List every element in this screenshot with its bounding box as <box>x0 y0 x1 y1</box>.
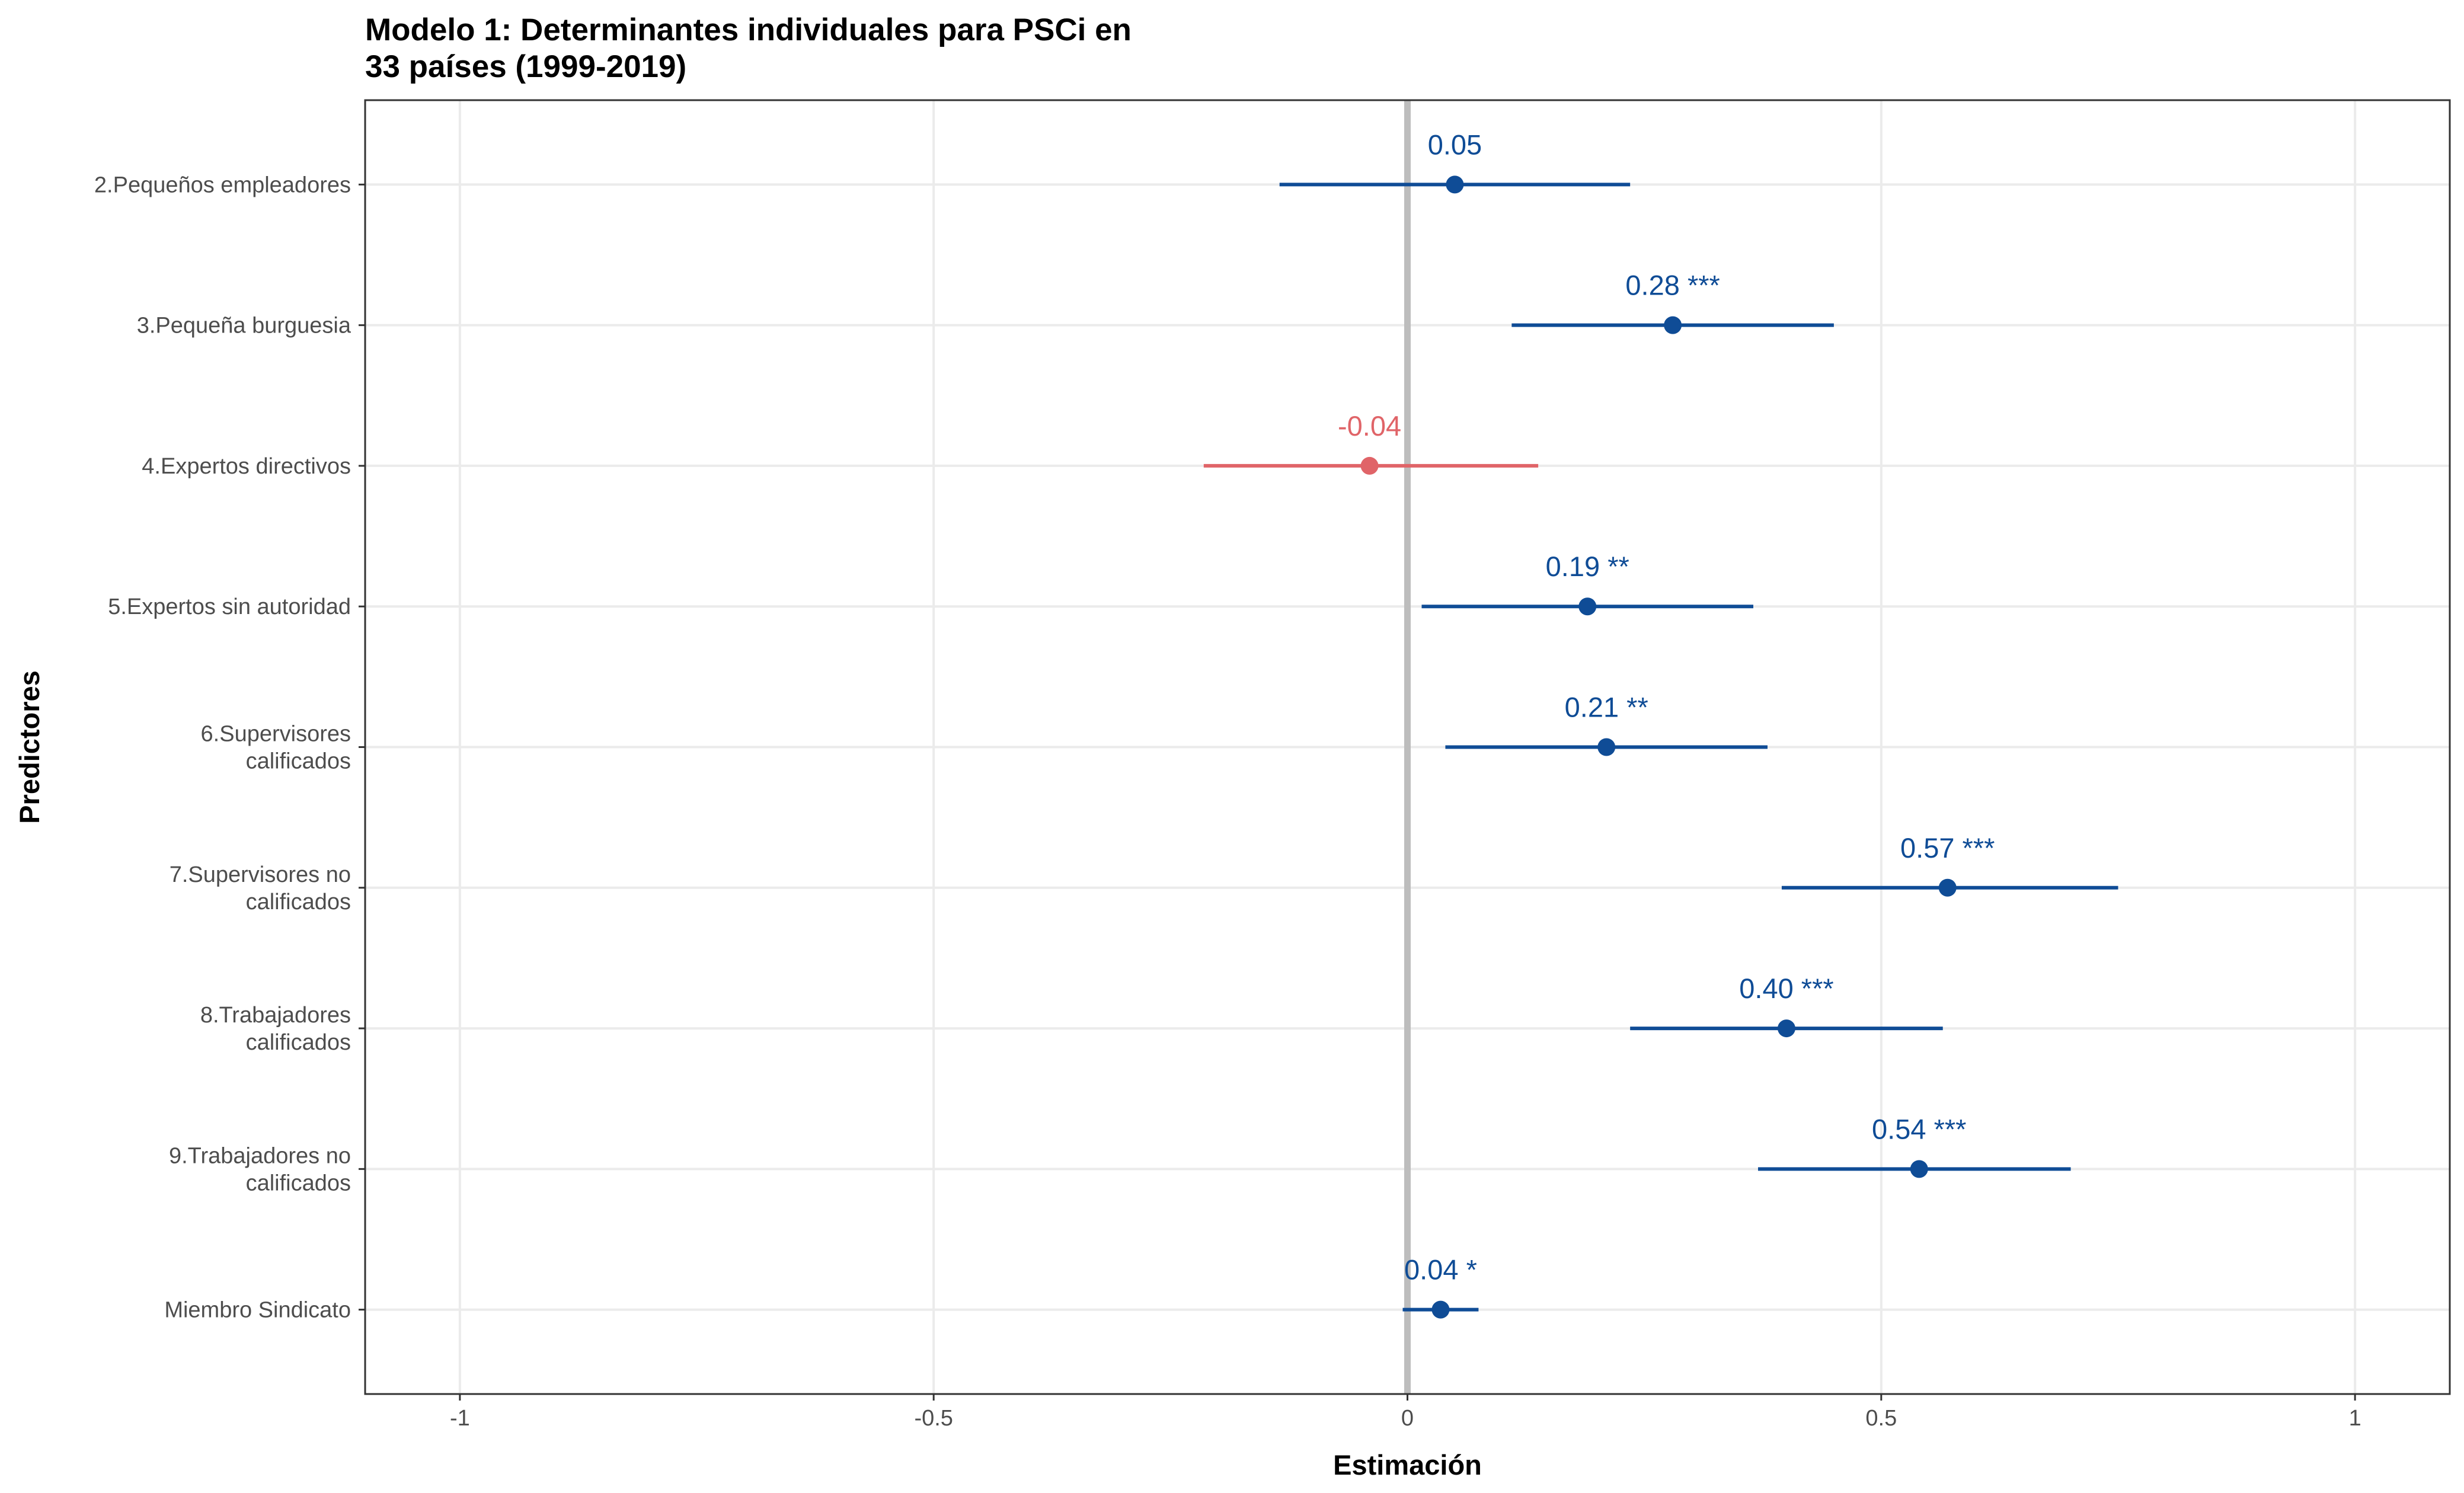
estimate-point <box>1360 456 1379 475</box>
y-tick-label: 3.Pequeña burguesia <box>137 314 351 338</box>
value-label: 0.57 *** <box>1900 832 1995 864</box>
y-tick-label: 9.Trabajadores no <box>169 1143 351 1168</box>
coefficient-marks: 0.05 0.28 *** -0.04 0.19 ** 0.21 ** 0.57 *** 0… <box>1203 129 2118 1319</box>
y-tick-label: 8.Trabajadores <box>200 1003 351 1028</box>
coefficient-row: 0.28 *** <box>1511 270 1834 334</box>
value-label: 0.19 ** <box>1546 551 1629 582</box>
coefficient-row: 0.57 *** <box>1781 832 2118 897</box>
x-axis: -1 -0.5 0 0.5 1 <box>450 1394 2361 1431</box>
value-label: -0.04 <box>1338 410 1401 442</box>
x-tick-label: -1 <box>450 1406 470 1431</box>
coefficient-row: 0.04 * <box>1402 1254 1479 1319</box>
estimate-point <box>1910 1160 1928 1178</box>
x-axis-title: Estimación <box>1333 1449 1482 1481</box>
y-tick-label: 5.Expertos sin autoridad <box>108 594 351 619</box>
value-label: 0.04 * <box>1404 1254 1477 1286</box>
y-tick-label: Miembro Sindicato <box>164 1298 351 1323</box>
x-tick-label: 1 <box>2349 1406 2361 1431</box>
value-label: 0.05 <box>1428 129 1482 160</box>
estimate-point <box>1431 1300 1450 1319</box>
estimate-point <box>1578 597 1597 616</box>
coefficient-row: 0.21 ** <box>1445 692 1768 756</box>
chart-title-line: 33 países (1999-2019) <box>365 49 686 84</box>
estimate-point <box>1446 175 1464 194</box>
estimate-point <box>1777 1019 1795 1038</box>
coefficient-row: 0.40 *** <box>1630 973 1943 1038</box>
value-label: 0.21 ** <box>1565 692 1648 723</box>
coefficient-row: -0.04 <box>1203 410 1539 475</box>
coefficient-row: 0.05 <box>1279 129 1631 194</box>
value-label: 0.28 *** <box>1625 270 1720 301</box>
y-axis-title: Predictores <box>14 670 45 824</box>
estimate-point <box>1938 878 1957 897</box>
chart-title-line: Modelo 1: Determinantes individuales par… <box>365 12 1132 47</box>
y-tick-label: 6.Supervisores <box>201 722 351 747</box>
x-tick-label: -0.5 <box>914 1406 953 1431</box>
chart-title: Modelo 1: Determinantes individuales par… <box>365 12 1132 84</box>
value-label: 0.54 *** <box>1872 1113 1966 1144</box>
x-tick-label: 0.5 <box>1865 1406 1897 1431</box>
y-tick-label: 2.Pequeños empleadores <box>94 172 351 197</box>
x-tick-label: 0 <box>1401 1406 1414 1431</box>
y-tick-label: calificados <box>246 1030 351 1055</box>
y-tick-label: 7.Supervisores no <box>170 862 351 887</box>
coefficient-row: 0.19 ** <box>1421 551 1754 616</box>
estimate-point <box>1597 738 1616 756</box>
y-tick-label: calificados <box>246 1171 351 1195</box>
y-tick-label: 4.Expertos directivos <box>142 454 351 479</box>
coefficient-row: 0.54 *** <box>1757 1113 2071 1178</box>
estimate-point <box>1664 316 1682 334</box>
y-tick-label: calificados <box>246 749 351 774</box>
value-label: 0.40 *** <box>1739 973 1833 1004</box>
y-tick-label: calificados <box>246 890 351 915</box>
y-axis: 2.Pequeños empleadores 3.Pequeña burguesi… <box>94 172 365 1323</box>
